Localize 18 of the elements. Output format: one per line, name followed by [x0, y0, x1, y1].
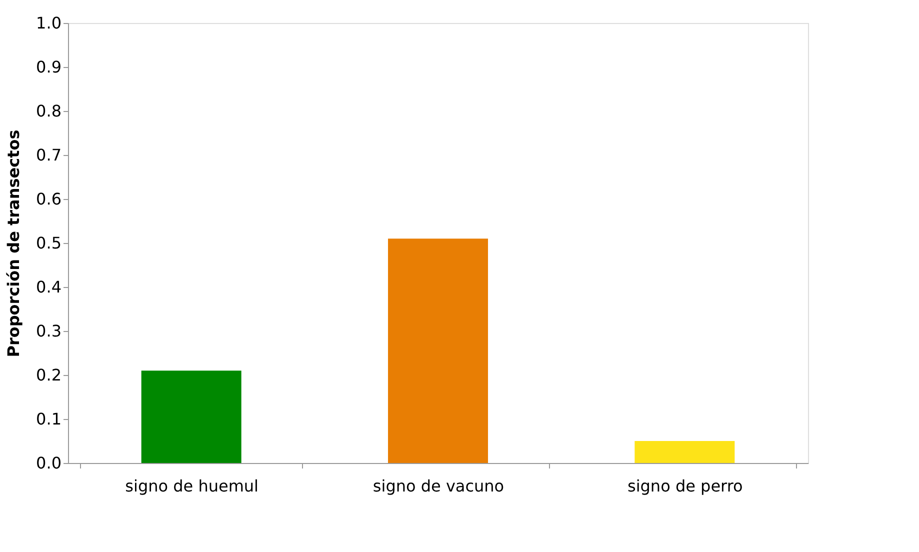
y-tick-label: 0.5	[36, 234, 62, 252]
x-tick-label: signo de perro	[627, 476, 743, 496]
y-tick-label: 0.9	[36, 58, 62, 76]
y-tick-label: 0.3	[36, 322, 62, 340]
y-tick-label: 0.4	[36, 278, 62, 296]
y-tick-label: 0.7	[36, 146, 62, 164]
bar	[634, 441, 735, 463]
y-tick-label: 0.0	[36, 454, 62, 472]
y-tick-label: 0.1	[36, 410, 62, 428]
y-tick-label: 0.6	[36, 190, 62, 208]
bar	[141, 370, 242, 463]
x-tick-label: signo de vacuno	[372, 476, 504, 496]
bar	[388, 238, 488, 463]
x-tick-label: signo de huemul	[125, 476, 259, 496]
y-tick-label: 0.8	[36, 102, 62, 120]
y-axis-title: Proporción de transectos	[4, 130, 24, 358]
y-tick-label: 0.2	[36, 366, 62, 384]
y-tick-label: 1.0	[36, 14, 62, 32]
